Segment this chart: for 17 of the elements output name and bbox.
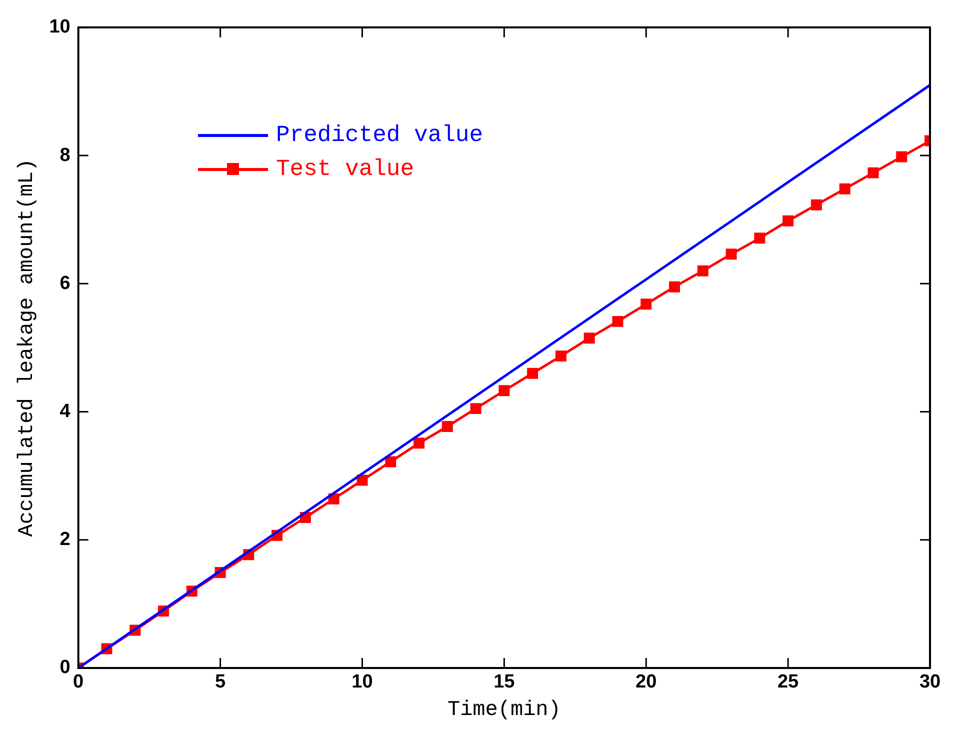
x-tick-label: 25 bbox=[777, 672, 800, 693]
x-tick-label: 5 bbox=[214, 672, 226, 693]
x-tick-label: 0 bbox=[73, 672, 84, 693]
legend-label: Test value bbox=[276, 156, 414, 182]
x-tick-label: 10 bbox=[352, 672, 373, 693]
x-tick-label: 30 bbox=[919, 672, 941, 693]
legend-label: Predicted value bbox=[276, 122, 484, 148]
y-axis-title: Accumulated leakage amount(mL) bbox=[16, 158, 40, 537]
x-tick-label: 15 bbox=[494, 672, 516, 693]
y-tick-label: 10 bbox=[49, 16, 70, 38]
x-axis-title: Time(min) bbox=[447, 698, 561, 722]
y-tick-label: 0 bbox=[60, 657, 70, 678]
y-tick-label: 6 bbox=[60, 272, 70, 294]
y-tick-label: 2 bbox=[60, 529, 70, 550]
y-tick-label: 8 bbox=[60, 144, 70, 166]
y-tick-label: 4 bbox=[60, 400, 71, 422]
x-tick-label: 20 bbox=[636, 672, 657, 693]
